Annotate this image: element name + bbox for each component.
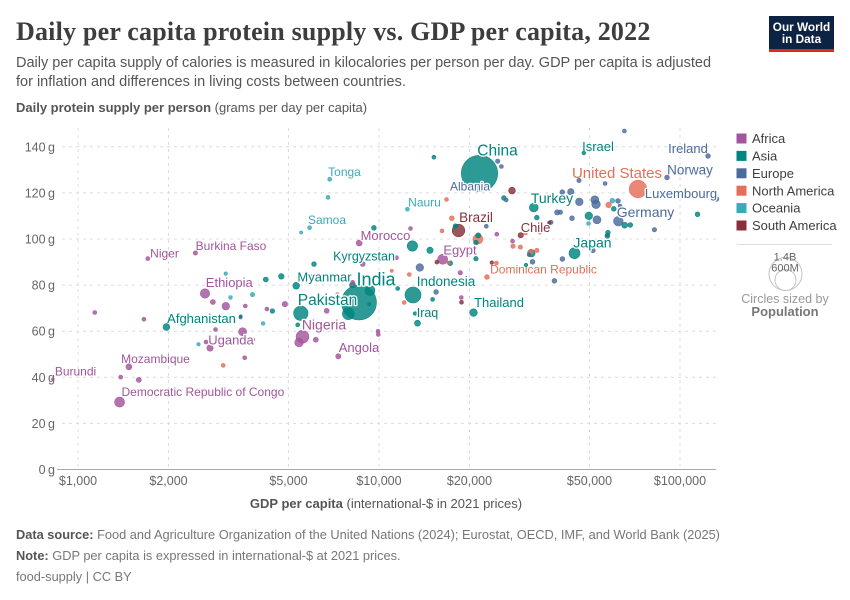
svg-text:Brazil: Brazil (459, 210, 493, 225)
svg-text:Uganda: Uganda (208, 333, 254, 348)
svg-text:Israel: Israel (582, 139, 614, 154)
svg-text:40 g: 40 g (32, 371, 55, 385)
svg-text:Nauru: Nauru (408, 196, 441, 210)
svg-text:Ethiopia: Ethiopia (206, 275, 254, 290)
svg-text:140 g: 140 g (25, 140, 55, 154)
svg-text:$10,000: $10,000 (356, 474, 401, 488)
svg-text:$2,000: $2,000 (149, 474, 187, 488)
svg-text:120 g: 120 g (25, 186, 55, 200)
svg-text:Egypt: Egypt (443, 243, 477, 258)
svg-text:Europe: Europe (752, 166, 794, 181)
svg-text:$20,000: $20,000 (447, 474, 492, 488)
svg-text:100 g: 100 g (25, 233, 55, 247)
svg-text:Dominican Republic: Dominican Republic (490, 262, 597, 276)
svg-text:South America: South America (752, 218, 837, 233)
svg-text:Democratic Republic of Congo: Democratic Republic of Congo (122, 385, 285, 399)
svg-text:North America: North America (752, 183, 835, 198)
svg-text:Norway: Norway (667, 163, 713, 178)
svg-text:Africa: Africa (752, 131, 786, 146)
svg-text:Samoa: Samoa (308, 213, 346, 227)
svg-text:Morocco: Morocco (361, 228, 411, 243)
svg-text:0 g: 0 g (39, 463, 55, 477)
svg-text:Luxembourg: Luxembourg (645, 186, 717, 201)
svg-text:China: China (477, 142, 518, 159)
svg-text:Burkina Faso: Burkina Faso (196, 239, 267, 253)
svg-text:1.4B: 1.4B (774, 252, 797, 264)
svg-text:20 g: 20 g (32, 417, 55, 431)
svg-text:Circles sized by: Circles sized by (741, 292, 829, 306)
svg-text:Myanmar: Myanmar (297, 270, 352, 285)
svg-text:India: India (356, 269, 396, 289)
svg-text:Angola: Angola (339, 340, 380, 355)
svg-text:Ireland: Ireland (668, 141, 708, 156)
svg-text:Nigeria: Nigeria (302, 316, 347, 332)
svg-text:Thailand: Thailand (474, 295, 524, 310)
svg-text:GDP per capita (international-: GDP per capita (international-$ in 2021 … (250, 496, 522, 511)
svg-text:Population: Population (751, 304, 818, 319)
svg-text:Niger: Niger (150, 247, 179, 261)
svg-text:United States: United States (572, 165, 662, 182)
svg-text:Tonga: Tonga (328, 165, 361, 179)
svg-text:Afghanistan: Afghanistan (167, 311, 236, 326)
svg-text:Japan: Japan (573, 234, 611, 250)
svg-text:Turkey: Turkey (531, 190, 573, 206)
svg-text:$50,000: $50,000 (567, 474, 612, 488)
svg-text:60 g: 60 g (32, 325, 55, 339)
svg-text:Iraq: Iraq (417, 306, 439, 320)
svg-text:Oceania: Oceania (752, 201, 801, 216)
svg-text:Pakistan: Pakistan (298, 292, 357, 309)
svg-text:Kyrgyzstan: Kyrgyzstan (333, 250, 395, 264)
svg-text:600M: 600M (771, 263, 799, 275)
svg-text:Mozambique: Mozambique (121, 352, 190, 366)
svg-text:$1,000: $1,000 (59, 474, 97, 488)
svg-text:Albania: Albania (450, 180, 490, 194)
svg-text:Germany: Germany (617, 204, 675, 220)
svg-text:Chile: Chile (521, 220, 551, 235)
svg-text:$100,000: $100,000 (654, 474, 706, 488)
svg-text:Indonesia: Indonesia (417, 274, 476, 289)
svg-text:Asia: Asia (752, 149, 778, 164)
svg-text:$5,000: $5,000 (269, 474, 307, 488)
svg-text:80 g: 80 g (32, 279, 55, 293)
svg-text:Burundi: Burundi (55, 365, 96, 379)
